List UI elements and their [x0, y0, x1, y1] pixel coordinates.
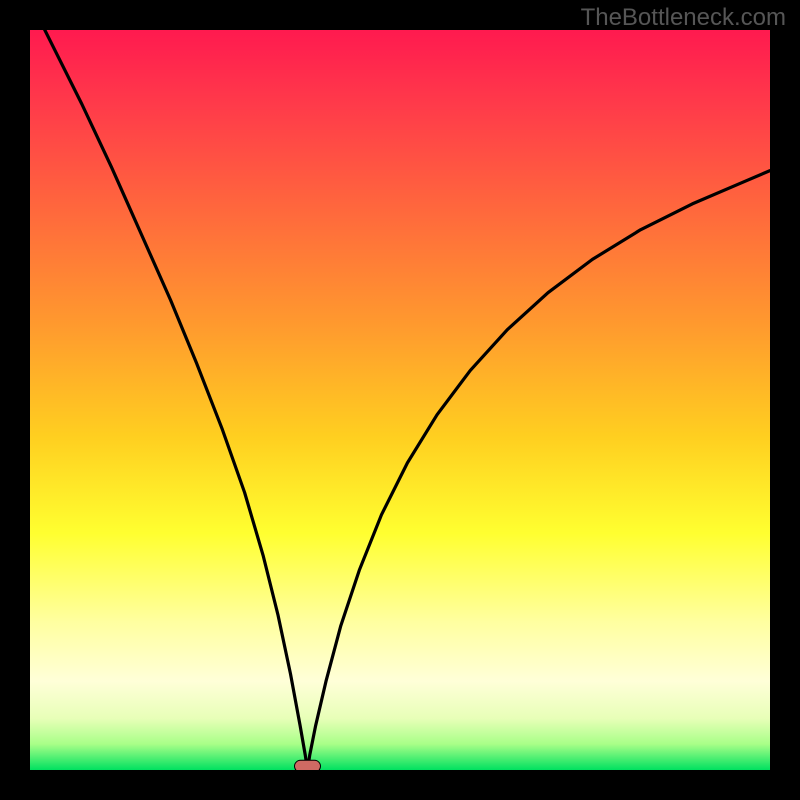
optimal-marker: [295, 760, 321, 770]
watermark-text: TheBottleneck.com: [581, 4, 786, 32]
plot-area: [30, 30, 770, 770]
bottleneck-curve: [30, 30, 770, 770]
